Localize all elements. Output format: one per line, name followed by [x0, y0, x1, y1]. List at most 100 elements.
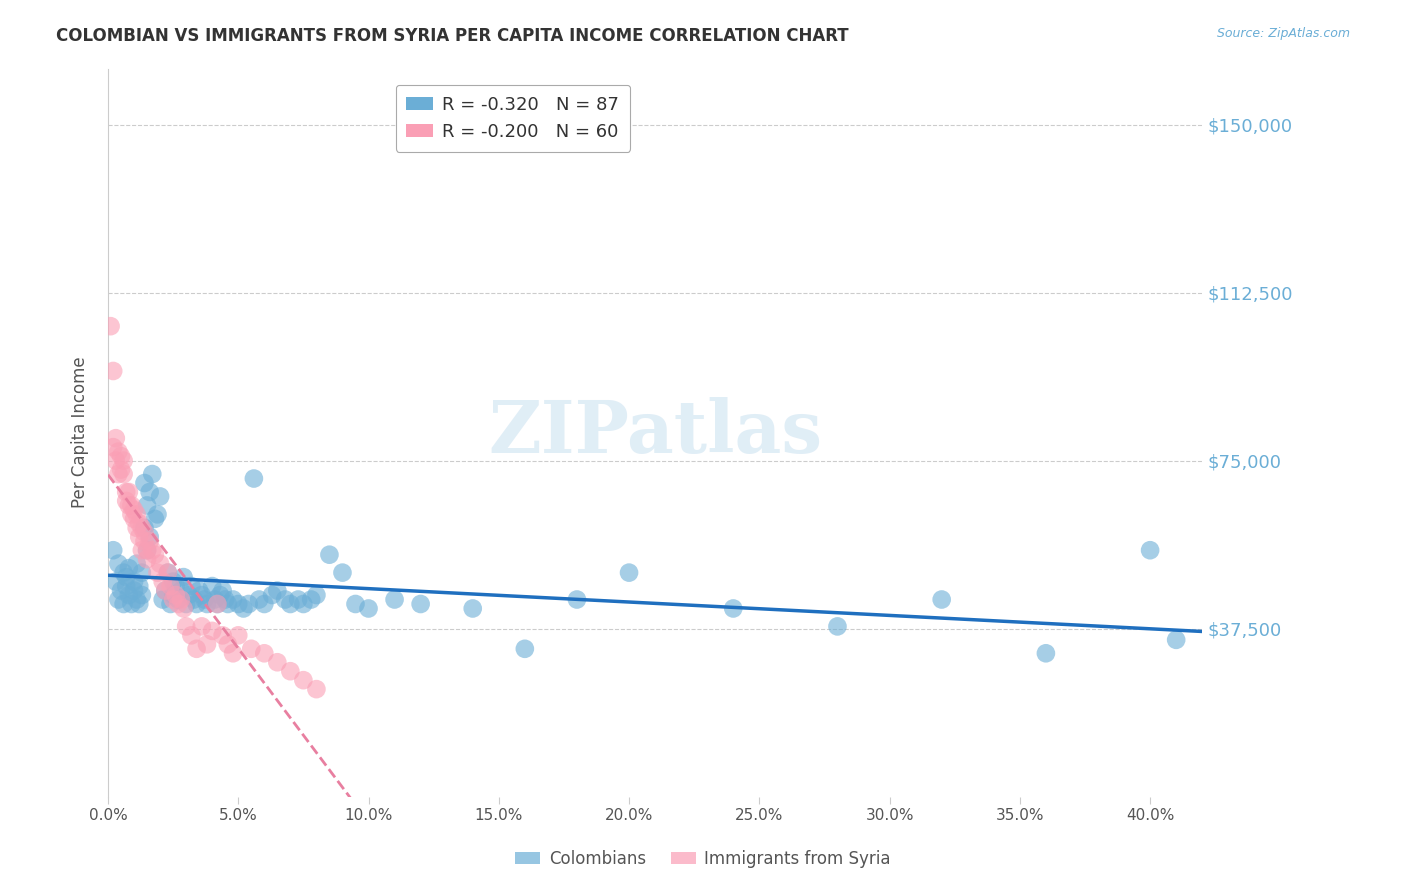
Point	[118, 485, 141, 500]
Point	[136, 552, 159, 566]
Point	[125, 557, 148, 571]
Point	[195, 597, 218, 611]
Point	[174, 597, 197, 611]
Text: ZIPatlas: ZIPatlas	[488, 397, 823, 468]
Point	[112, 566, 135, 580]
Point	[138, 530, 160, 544]
Point	[125, 521, 148, 535]
Point	[118, 561, 141, 575]
Point	[173, 570, 195, 584]
Point	[1166, 632, 1188, 647]
Point	[214, 592, 236, 607]
Point	[222, 646, 245, 660]
Point	[384, 592, 406, 607]
Point	[292, 597, 315, 611]
Point	[107, 467, 129, 481]
Point	[167, 592, 190, 607]
Point	[122, 512, 145, 526]
Point	[136, 543, 159, 558]
Point	[167, 597, 190, 611]
Point	[134, 525, 156, 540]
Point	[146, 508, 169, 522]
Point	[134, 475, 156, 490]
Point	[232, 601, 254, 615]
Point	[253, 597, 276, 611]
Point	[204, 592, 226, 607]
Point	[287, 592, 309, 607]
Point	[156, 566, 179, 580]
Point	[332, 566, 354, 580]
Point	[118, 499, 141, 513]
Point	[177, 588, 200, 602]
Point	[136, 543, 159, 558]
Point	[128, 516, 150, 531]
Point	[195, 637, 218, 651]
Point	[122, 503, 145, 517]
Point	[240, 641, 263, 656]
Point	[207, 597, 229, 611]
Point	[162, 592, 184, 607]
Point	[280, 664, 302, 678]
Legend: Colombians, Immigrants from Syria: Colombians, Immigrants from Syria	[509, 844, 897, 875]
Point	[222, 592, 245, 607]
Point	[226, 628, 249, 642]
Point	[155, 583, 177, 598]
Point	[513, 641, 536, 656]
Point	[191, 588, 214, 602]
Text: Source: ZipAtlas.com: Source: ZipAtlas.com	[1216, 27, 1350, 40]
Point	[122, 583, 145, 598]
Point	[110, 449, 132, 463]
Point	[162, 588, 184, 602]
Point	[461, 601, 484, 615]
Point	[827, 619, 849, 633]
Point	[186, 641, 208, 656]
Point	[201, 624, 224, 638]
Point	[208, 588, 231, 602]
Point	[723, 601, 745, 615]
Point	[274, 592, 297, 607]
Point	[149, 557, 172, 571]
Point	[107, 444, 129, 458]
Point	[305, 588, 328, 602]
Point	[344, 597, 367, 611]
Y-axis label: Per Capita Income: Per Capita Income	[72, 357, 89, 508]
Point	[211, 583, 233, 598]
Point	[118, 588, 141, 602]
Point	[122, 574, 145, 589]
Point	[155, 583, 177, 598]
Point	[247, 592, 270, 607]
Point	[115, 485, 138, 500]
Point	[292, 673, 315, 688]
Point	[115, 570, 138, 584]
Point	[170, 592, 193, 607]
Point	[120, 508, 142, 522]
Point	[134, 521, 156, 535]
Point	[120, 597, 142, 611]
Point	[201, 579, 224, 593]
Point	[115, 494, 138, 508]
Point	[100, 319, 122, 334]
Point	[193, 592, 215, 607]
Point	[299, 592, 322, 607]
Point	[112, 597, 135, 611]
Point	[238, 597, 260, 611]
Legend: R = -0.320   N = 87, R = -0.200   N = 60: R = -0.320 N = 87, R = -0.200 N = 60	[395, 85, 630, 152]
Point	[136, 499, 159, 513]
Point	[266, 655, 288, 669]
Point	[134, 534, 156, 549]
Point	[409, 597, 432, 611]
Point	[128, 530, 150, 544]
Point	[217, 637, 239, 651]
Point	[138, 485, 160, 500]
Point	[173, 601, 195, 615]
Point	[170, 583, 193, 598]
Point	[156, 566, 179, 580]
Point	[162, 574, 184, 589]
Point	[138, 534, 160, 549]
Point	[131, 543, 153, 558]
Point	[186, 597, 208, 611]
Point	[128, 597, 150, 611]
Point	[103, 440, 125, 454]
Point	[103, 543, 125, 558]
Point	[617, 566, 640, 580]
